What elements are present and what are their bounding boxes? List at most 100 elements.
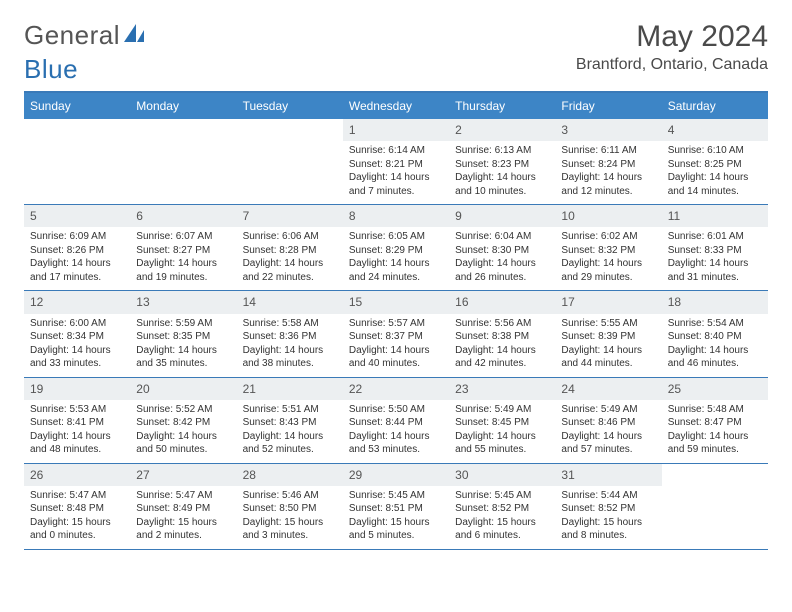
weekday-header: Saturday xyxy=(662,93,768,119)
sunrise-line: Sunrise: 5:44 AM xyxy=(561,489,655,503)
day-details: Sunrise: 5:50 AMSunset: 8:44 PMDaylight:… xyxy=(343,400,449,463)
sunset-line: Sunset: 8:41 PM xyxy=(30,416,124,430)
day-number: 24 xyxy=(555,378,661,400)
sunset-line: Sunset: 8:27 PM xyxy=(136,244,230,258)
sunrise-line: Sunrise: 5:58 AM xyxy=(243,317,337,331)
calendar-cell: 18Sunrise: 5:54 AMSunset: 8:40 PMDayligh… xyxy=(662,291,768,377)
day-details: Sunrise: 5:56 AMSunset: 8:38 PMDaylight:… xyxy=(449,314,555,377)
sunrise-line: Sunrise: 5:56 AM xyxy=(455,317,549,331)
day-number: 2 xyxy=(449,119,555,141)
daylight-line: Daylight: 14 hours and 26 minutes. xyxy=(455,257,549,284)
day-details: Sunrise: 5:57 AMSunset: 8:37 PMDaylight:… xyxy=(343,314,449,377)
sunset-line: Sunset: 8:37 PM xyxy=(349,330,443,344)
day-details: Sunrise: 5:55 AMSunset: 8:39 PMDaylight:… xyxy=(555,314,661,377)
sunrise-line: Sunrise: 6:09 AM xyxy=(30,230,124,244)
calendar-cell: .. xyxy=(130,119,236,205)
sunset-line: Sunset: 8:38 PM xyxy=(455,330,549,344)
sunrise-line: Sunrise: 6:14 AM xyxy=(349,144,443,158)
sunrise-line: Sunrise: 5:47 AM xyxy=(30,489,124,503)
day-number: 18 xyxy=(662,291,768,313)
calendar-cell: 12Sunrise: 6:00 AMSunset: 8:34 PMDayligh… xyxy=(24,291,130,377)
sunrise-line: Sunrise: 5:55 AM xyxy=(561,317,655,331)
daylight-line: Daylight: 15 hours and 0 minutes. xyxy=(30,516,124,543)
daylight-line: Daylight: 14 hours and 40 minutes. xyxy=(349,344,443,371)
sunset-line: Sunset: 8:24 PM xyxy=(561,158,655,172)
day-number: 11 xyxy=(662,205,768,227)
daylight-line: Daylight: 14 hours and 53 minutes. xyxy=(349,430,443,457)
day-details: Sunrise: 6:06 AMSunset: 8:28 PMDaylight:… xyxy=(237,227,343,290)
sunset-line: Sunset: 8:45 PM xyxy=(455,416,549,430)
calendar-cell: 24Sunrise: 5:49 AMSunset: 8:46 PMDayligh… xyxy=(555,378,661,464)
sunset-line: Sunset: 8:50 PM xyxy=(243,502,337,516)
day-details: Sunrise: 6:09 AMSunset: 8:26 PMDaylight:… xyxy=(24,227,130,290)
day-details: Sunrise: 6:05 AMSunset: 8:29 PMDaylight:… xyxy=(343,227,449,290)
sunset-line: Sunset: 8:52 PM xyxy=(561,502,655,516)
calendar-cell: 3Sunrise: 6:11 AMSunset: 8:24 PMDaylight… xyxy=(555,119,661,205)
day-number: 1 xyxy=(343,119,449,141)
day-details: Sunrise: 5:49 AMSunset: 8:46 PMDaylight:… xyxy=(555,400,661,463)
calendar-cell: 29Sunrise: 5:45 AMSunset: 8:51 PMDayligh… xyxy=(343,464,449,550)
sunset-line: Sunset: 8:26 PM xyxy=(30,244,124,258)
calendar-cell: 25Sunrise: 5:48 AMSunset: 8:47 PMDayligh… xyxy=(662,378,768,464)
sunset-line: Sunset: 8:36 PM xyxy=(243,330,337,344)
calendar-cell: 6Sunrise: 6:07 AMSunset: 8:27 PMDaylight… xyxy=(130,205,236,291)
day-number: 26 xyxy=(24,464,130,486)
day-details: Sunrise: 5:51 AMSunset: 8:43 PMDaylight:… xyxy=(237,400,343,463)
day-number: 12 xyxy=(24,291,130,313)
sunset-line: Sunset: 8:23 PM xyxy=(455,158,549,172)
sunset-line: Sunset: 8:46 PM xyxy=(561,416,655,430)
weekday-header: Wednesday xyxy=(343,93,449,119)
day-details: Sunrise: 5:47 AMSunset: 8:48 PMDaylight:… xyxy=(24,486,130,549)
day-number: 4 xyxy=(662,119,768,141)
sunset-line: Sunset: 8:35 PM xyxy=(136,330,230,344)
day-details: Sunrise: 6:04 AMSunset: 8:30 PMDaylight:… xyxy=(449,227,555,290)
sunrise-line: Sunrise: 5:46 AM xyxy=(243,489,337,503)
daylight-line: Daylight: 14 hours and 42 minutes. xyxy=(455,344,549,371)
sunrise-line: Sunrise: 5:52 AM xyxy=(136,403,230,417)
daylight-line: Daylight: 15 hours and 2 minutes. xyxy=(136,516,230,543)
calendar-cell: 7Sunrise: 6:06 AMSunset: 8:28 PMDaylight… xyxy=(237,205,343,291)
calendar-grid: SundayMondayTuesdayWednesdayThursdayFrid… xyxy=(24,91,768,550)
daylight-line: Daylight: 14 hours and 48 minutes. xyxy=(30,430,124,457)
day-details: Sunrise: 6:10 AMSunset: 8:25 PMDaylight:… xyxy=(662,141,768,204)
daylight-line: Daylight: 15 hours and 3 minutes. xyxy=(243,516,337,543)
sunrise-line: Sunrise: 5:54 AM xyxy=(668,317,762,331)
daylight-line: Daylight: 14 hours and 52 minutes. xyxy=(243,430,337,457)
sunrise-line: Sunrise: 6:13 AM xyxy=(455,144,549,158)
daylight-line: Daylight: 14 hours and 24 minutes. xyxy=(349,257,443,284)
sunrise-line: Sunrise: 5:53 AM xyxy=(30,403,124,417)
day-details: Sunrise: 5:46 AMSunset: 8:50 PMDaylight:… xyxy=(237,486,343,549)
calendar-cell: 16Sunrise: 5:56 AMSunset: 8:38 PMDayligh… xyxy=(449,291,555,377)
day-number: 28 xyxy=(237,464,343,486)
sunrise-line: Sunrise: 5:49 AM xyxy=(455,403,549,417)
day-details: Sunrise: 5:48 AMSunset: 8:47 PMDaylight:… xyxy=(662,400,768,463)
daylight-line: Daylight: 14 hours and 55 minutes. xyxy=(455,430,549,457)
daylight-line: Daylight: 14 hours and 50 minutes. xyxy=(136,430,230,457)
calendar-cell: 10Sunrise: 6:02 AMSunset: 8:32 PMDayligh… xyxy=(555,205,661,291)
daylight-line: Daylight: 14 hours and 59 minutes. xyxy=(668,430,762,457)
sunset-line: Sunset: 8:28 PM xyxy=(243,244,337,258)
sunrise-line: Sunrise: 6:07 AM xyxy=(136,230,230,244)
day-details: Sunrise: 5:59 AMSunset: 8:35 PMDaylight:… xyxy=(130,314,236,377)
day-number: 27 xyxy=(130,464,236,486)
daylight-line: Daylight: 14 hours and 19 minutes. xyxy=(136,257,230,284)
day-number: 5 xyxy=(24,205,130,227)
calendar-cell: 5Sunrise: 6:09 AMSunset: 8:26 PMDaylight… xyxy=(24,205,130,291)
sunrise-line: Sunrise: 6:02 AM xyxy=(561,230,655,244)
sunrise-line: Sunrise: 6:10 AM xyxy=(668,144,762,158)
sunset-line: Sunset: 8:48 PM xyxy=(30,502,124,516)
sunrise-line: Sunrise: 6:00 AM xyxy=(30,317,124,331)
day-details: Sunrise: 5:45 AMSunset: 8:52 PMDaylight:… xyxy=(449,486,555,549)
sunrise-line: Sunrise: 5:45 AM xyxy=(349,489,443,503)
sunset-line: Sunset: 8:21 PM xyxy=(349,158,443,172)
calendar-cell: .. xyxy=(662,464,768,550)
day-details: Sunrise: 5:54 AMSunset: 8:40 PMDaylight:… xyxy=(662,314,768,377)
day-details: Sunrise: 6:00 AMSunset: 8:34 PMDaylight:… xyxy=(24,314,130,377)
day-details: Sunrise: 6:13 AMSunset: 8:23 PMDaylight:… xyxy=(449,141,555,204)
calendar-cell: 14Sunrise: 5:58 AMSunset: 8:36 PMDayligh… xyxy=(237,291,343,377)
sunset-line: Sunset: 8:42 PM xyxy=(136,416,230,430)
day-details: Sunrise: 5:58 AMSunset: 8:36 PMDaylight:… xyxy=(237,314,343,377)
sunset-line: Sunset: 8:47 PM xyxy=(668,416,762,430)
calendar-cell: 15Sunrise: 5:57 AMSunset: 8:37 PMDayligh… xyxy=(343,291,449,377)
day-number: 19 xyxy=(24,378,130,400)
